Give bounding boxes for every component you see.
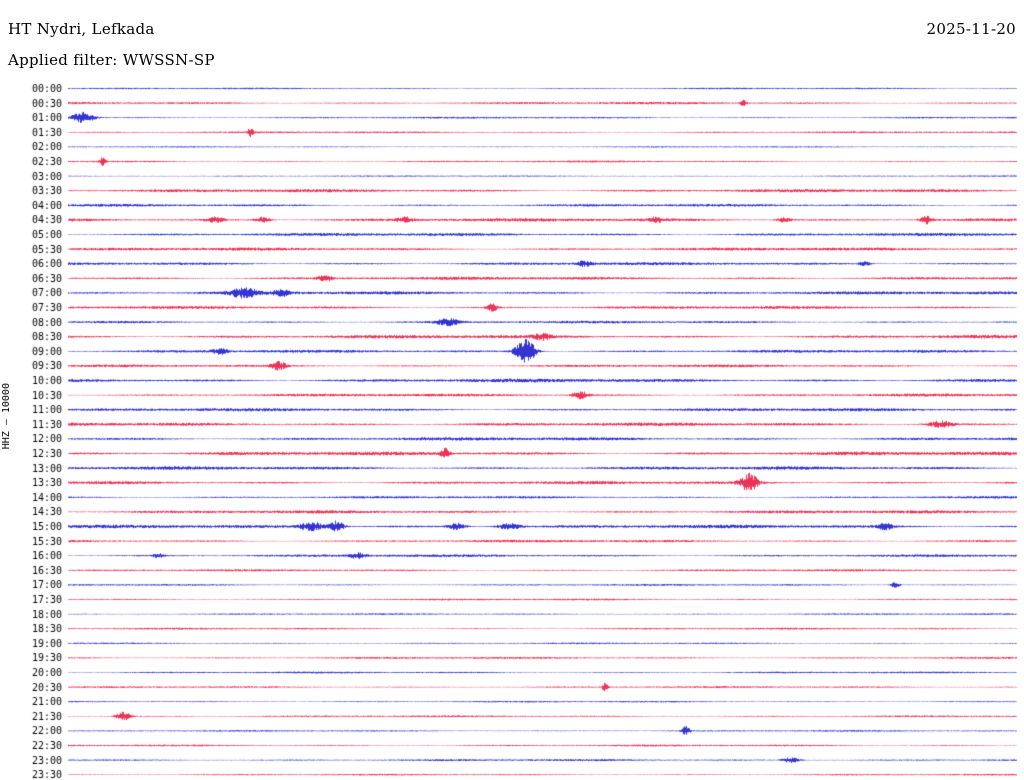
header: HT Nydri, Lefkada 2025-11-20 xyxy=(8,20,1016,40)
y-axis-channel-scale-label: HHZ – 10000 xyxy=(1,383,12,450)
station-title: HT Nydri, Lefkada xyxy=(8,20,155,38)
date-label: 2025-11-20 xyxy=(926,20,1016,38)
applied-filter-label: Applied filter: WWSSN-SP xyxy=(8,51,215,69)
